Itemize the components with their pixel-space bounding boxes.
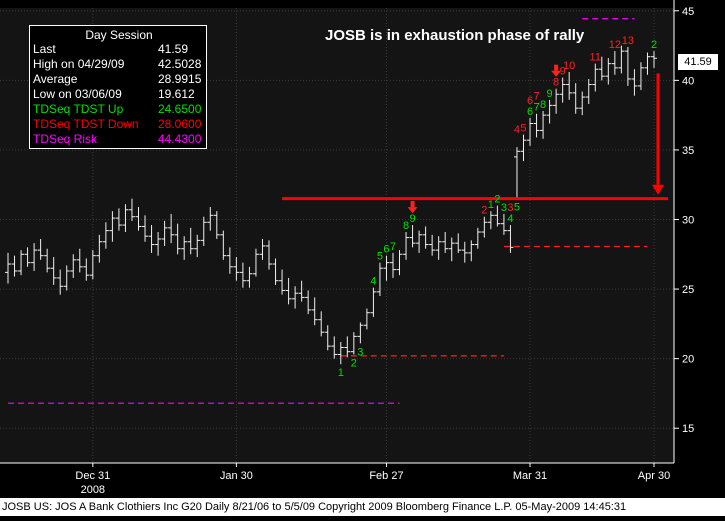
td-count-label: 2	[481, 205, 487, 217]
td-count-label: 7	[533, 91, 539, 103]
td-count-label: 6	[527, 95, 533, 107]
down-arrow-icon	[554, 64, 559, 71]
td-count-label: 1	[488, 199, 494, 211]
td-count-label: 10	[563, 60, 575, 72]
footer-bar: JOSB US: JOS A Bank Clothiers Inc G20 Da…	[0, 498, 725, 516]
td-count-label: 2	[494, 194, 500, 206]
td-count-label: 6	[383, 244, 389, 256]
td-count-label: 9	[547, 88, 553, 100]
last-price-badge: 41.59	[678, 54, 718, 70]
legend-row-tdst-up: TDSeq TDST Up 24.6500	[33, 102, 205, 117]
x-tick-label: Dec 31	[75, 470, 110, 482]
legend-title: Day Session	[85, 28, 153, 42]
legend-value: 19.612	[158, 87, 195, 101]
y-tick-label: 20	[682, 354, 694, 366]
y-tick-label: 45	[682, 6, 694, 18]
legend-value: 42.5028	[158, 57, 202, 71]
td-count-label: 2	[351, 357, 357, 369]
td-count-label: 8	[553, 77, 559, 89]
td-count-label: 9	[560, 66, 566, 78]
td-count-label: 5	[377, 251, 383, 263]
x-tick-label: Apr 30	[638, 470, 670, 482]
td-count-label: 9	[410, 213, 416, 225]
legend-row-low: Low on 03/06/09 19.612	[33, 87, 205, 102]
td-count-label: 13	[622, 35, 634, 47]
down-arrow-icon-head	[407, 207, 418, 214]
chart-headline: JOSB is in exhaustion phase of rally	[325, 27, 585, 44]
x-tick-label: Feb 27	[369, 470, 403, 482]
down-arrow-icon-head	[551, 70, 562, 77]
y-tick-label: 35	[682, 145, 694, 157]
td-count-label: 5	[520, 123, 526, 135]
x-year-label: 2008	[81, 484, 105, 496]
td-count-label: 11	[590, 52, 601, 64]
y-tick-label: 25	[682, 284, 694, 296]
projection-arrow-head	[652, 184, 664, 195]
y-tick-label: 15	[682, 423, 694, 435]
legend-row-tdst-down: TDSeq TDST Down 28.0600	[33, 117, 205, 132]
legend-label: Average	[33, 72, 78, 86]
x-tick-label: Jan 30	[220, 470, 253, 482]
td-count-label: 1	[338, 367, 344, 379]
legend-value: 28.0600	[158, 117, 202, 131]
td-count-label: 3	[357, 346, 363, 358]
legend-row-risk: TDSeq Risk 44.4300	[33, 132, 205, 147]
legend-label: TDSeq Risk	[33, 132, 98, 146]
td-count-label: 12	[609, 39, 621, 51]
legend-value: 41.59	[158, 42, 189, 56]
legend-label: TDSeq TDST Up	[33, 102, 124, 116]
td-count-label: 8	[540, 99, 546, 111]
legend-row-last: Last 41.59	[33, 42, 205, 57]
legend-label: Last	[33, 42, 56, 56]
td-count-label: 2	[651, 39, 657, 51]
td-count-label: 3	[507, 202, 513, 214]
td-count-label: 3	[501, 202, 507, 214]
down-arrow-icon	[410, 201, 415, 208]
td-count-label: 5	[514, 202, 520, 214]
legend-value: 28.9915	[158, 72, 202, 86]
legend-value: 44.4300	[158, 132, 202, 146]
y-tick-label: 30	[682, 214, 694, 226]
legend-label: High on 04/29/09	[33, 57, 125, 71]
legend-panel: Day Session Last 41.59 High on 04/29/09 …	[29, 25, 207, 149]
td-count-label: 4	[507, 213, 513, 225]
legend-label: Low on 03/06/09	[33, 87, 122, 101]
legend-value: 24.6500	[158, 102, 202, 116]
td-count-label: 7	[533, 102, 539, 114]
td-count-label: 4	[370, 276, 376, 288]
legend-row-average: Average 28.9915	[33, 72, 205, 87]
x-tick-label: Mar 31	[513, 470, 547, 482]
td-count-label: 4	[514, 124, 520, 136]
td-count-label: 8	[403, 220, 409, 232]
legend-row-high: High on 04/29/09 42.5028	[33, 57, 205, 72]
td-count-label: 7	[390, 241, 396, 253]
td-count-label: 6	[527, 106, 533, 118]
y-tick-label: 40	[682, 75, 694, 87]
legend-label: TDSeq TDST Down	[33, 117, 139, 131]
